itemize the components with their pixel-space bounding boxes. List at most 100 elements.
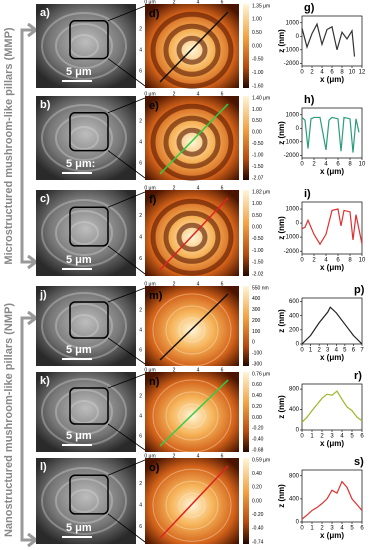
afm-axis-label: 0 μm — [144, 367, 155, 373]
x-axis-label: x (μm) — [320, 263, 344, 272]
colorbar-label: 0.76 μm — [252, 371, 270, 377]
x-tick-label: 4 — [320, 70, 324, 76]
colorbar-label: 0 — [252, 340, 255, 346]
afm-ring — [150, 103, 234, 181]
y-axis-label: z (nm) — [277, 216, 286, 240]
afm-ring — [163, 23, 221, 77]
afm-ring — [178, 317, 206, 343]
sem-image — [36, 96, 136, 180]
profile-line — [159, 465, 229, 539]
colorbar — [243, 4, 249, 88]
afm-axis-label: 0 μm — [144, 453, 155, 459]
y-tick-label: 400 — [289, 313, 300, 319]
afm-axis-label: 0 μm — [144, 0, 155, 5]
panel-label: j) — [39, 289, 47, 301]
y-axis-label: z (nm) — [277, 309, 286, 333]
panel-label: p) — [354, 284, 365, 296]
colorbar-label: 1.00 — [252, 107, 262, 113]
afm-axis-label: 2 — [139, 481, 142, 487]
afm-axis-label: 6 — [139, 347, 142, 353]
zoom-line — [107, 513, 146, 543]
plot-frame — [301, 201, 363, 255]
afm-axis-label: 2 — [173, 0, 176, 5]
y-tick-label: 200 — [289, 327, 300, 333]
colorbar-label: 0.50 — [252, 30, 262, 36]
y-axis-label: z (nm) — [277, 484, 286, 508]
afm-axis-label: 4 — [139, 140, 142, 146]
x-axis-label: x (μm) — [320, 75, 344, 84]
colorbar-label: 0.40 — [252, 393, 262, 399]
colorbar-label: -100 — [252, 350, 262, 356]
panel-label: l) — [40, 461, 47, 473]
sem-ring — [41, 467, 127, 535]
afm-axis-label: 2 — [139, 307, 142, 313]
panel-label: d) — [149, 8, 160, 20]
colorbar-label: 1.00 — [252, 201, 262, 207]
afm-ring — [152, 379, 232, 453]
sem-image — [36, 458, 136, 544]
x-tick-label: 10 — [349, 70, 356, 76]
panel-label: h) — [304, 94, 315, 106]
panel-label: a) — [40, 7, 50, 19]
colorbar-label: -1.00 — [252, 152, 264, 158]
afm-axis-label: 6 — [221, 281, 224, 287]
y-tick-label: 0 — [296, 428, 300, 434]
afm-axis-label: 6 — [139, 524, 142, 530]
colorbar — [243, 190, 249, 276]
sem-image — [36, 372, 136, 452]
x-tick-label: 6 — [336, 162, 340, 168]
colorbar-label: -1.50 — [252, 164, 264, 170]
y-tick-label: 0 — [296, 221, 300, 227]
x-tick-label: 7 — [360, 348, 364, 354]
x-tick-label: 1 — [310, 526, 314, 532]
x-tick-label: 2 — [310, 70, 314, 76]
panel-label: i) — [304, 188, 311, 200]
afm-axis-label: 2 — [139, 393, 142, 399]
colorbar-label: -0.50 — [252, 236, 264, 242]
colorbar-label: -1.60 — [252, 83, 264, 89]
colorbar-label: 1.40 μm — [252, 95, 270, 101]
y-tick-label: -2000 — [284, 61, 300, 67]
x-tick-label: 1 — [309, 348, 313, 354]
afm-axis-label: 6 — [139, 161, 142, 167]
y-tick-label: -1000 — [284, 47, 300, 53]
colorbar-label: -1.50 — [252, 260, 264, 266]
x-tick-label: 4 — [340, 526, 344, 532]
plot-frame — [301, 297, 363, 345]
zoom-line — [107, 58, 146, 87]
y-tick-label: 800 — [289, 387, 300, 393]
y-tick-label: -2000 — [284, 153, 300, 159]
colorbar-label: 0.00 — [252, 224, 262, 230]
afm-ring — [165, 480, 219, 530]
profile-curve — [301, 116, 360, 153]
y-tick-label: -1000 — [284, 139, 300, 145]
y-tick-label: -1000 — [284, 235, 300, 241]
side-label: Microstructured mushroom-like pillars (M… — [3, 27, 15, 264]
afm-axis-label: 2 — [173, 185, 176, 191]
colorbar-label: 0.50 — [252, 213, 262, 219]
afm-ring — [176, 35, 208, 65]
afm-axis-label: 4 — [197, 0, 200, 5]
x-tick-label: 2 — [317, 348, 321, 354]
selection-box — [69, 112, 109, 152]
sem-ring — [41, 12, 127, 80]
afm-axis-label: 6 — [221, 0, 224, 5]
y-axis-label: z (nm) — [277, 121, 286, 145]
scale-label: 5 μm — [66, 344, 92, 356]
x-tick-label: 0 — [300, 348, 304, 354]
profile-curve — [301, 208, 363, 246]
afm-axis-label: 4 — [139, 503, 142, 509]
y-tick-label: 400 — [289, 496, 300, 502]
panel-label: s) — [354, 456, 364, 468]
y-tick-label: 400 — [289, 407, 300, 413]
y-tick-label: -2000 — [284, 249, 300, 255]
panel-label: e) — [149, 100, 159, 112]
x-tick-label: 6 — [360, 434, 364, 440]
x-axis-label: x (μm) — [320, 531, 344, 540]
afm-axis-label: 6 — [139, 69, 142, 75]
x-tick-label: 8 — [348, 258, 352, 264]
y-tick-label: 0 — [296, 126, 300, 132]
afm-axis-label: 2 — [173, 453, 176, 459]
zoom-line — [107, 150, 146, 179]
